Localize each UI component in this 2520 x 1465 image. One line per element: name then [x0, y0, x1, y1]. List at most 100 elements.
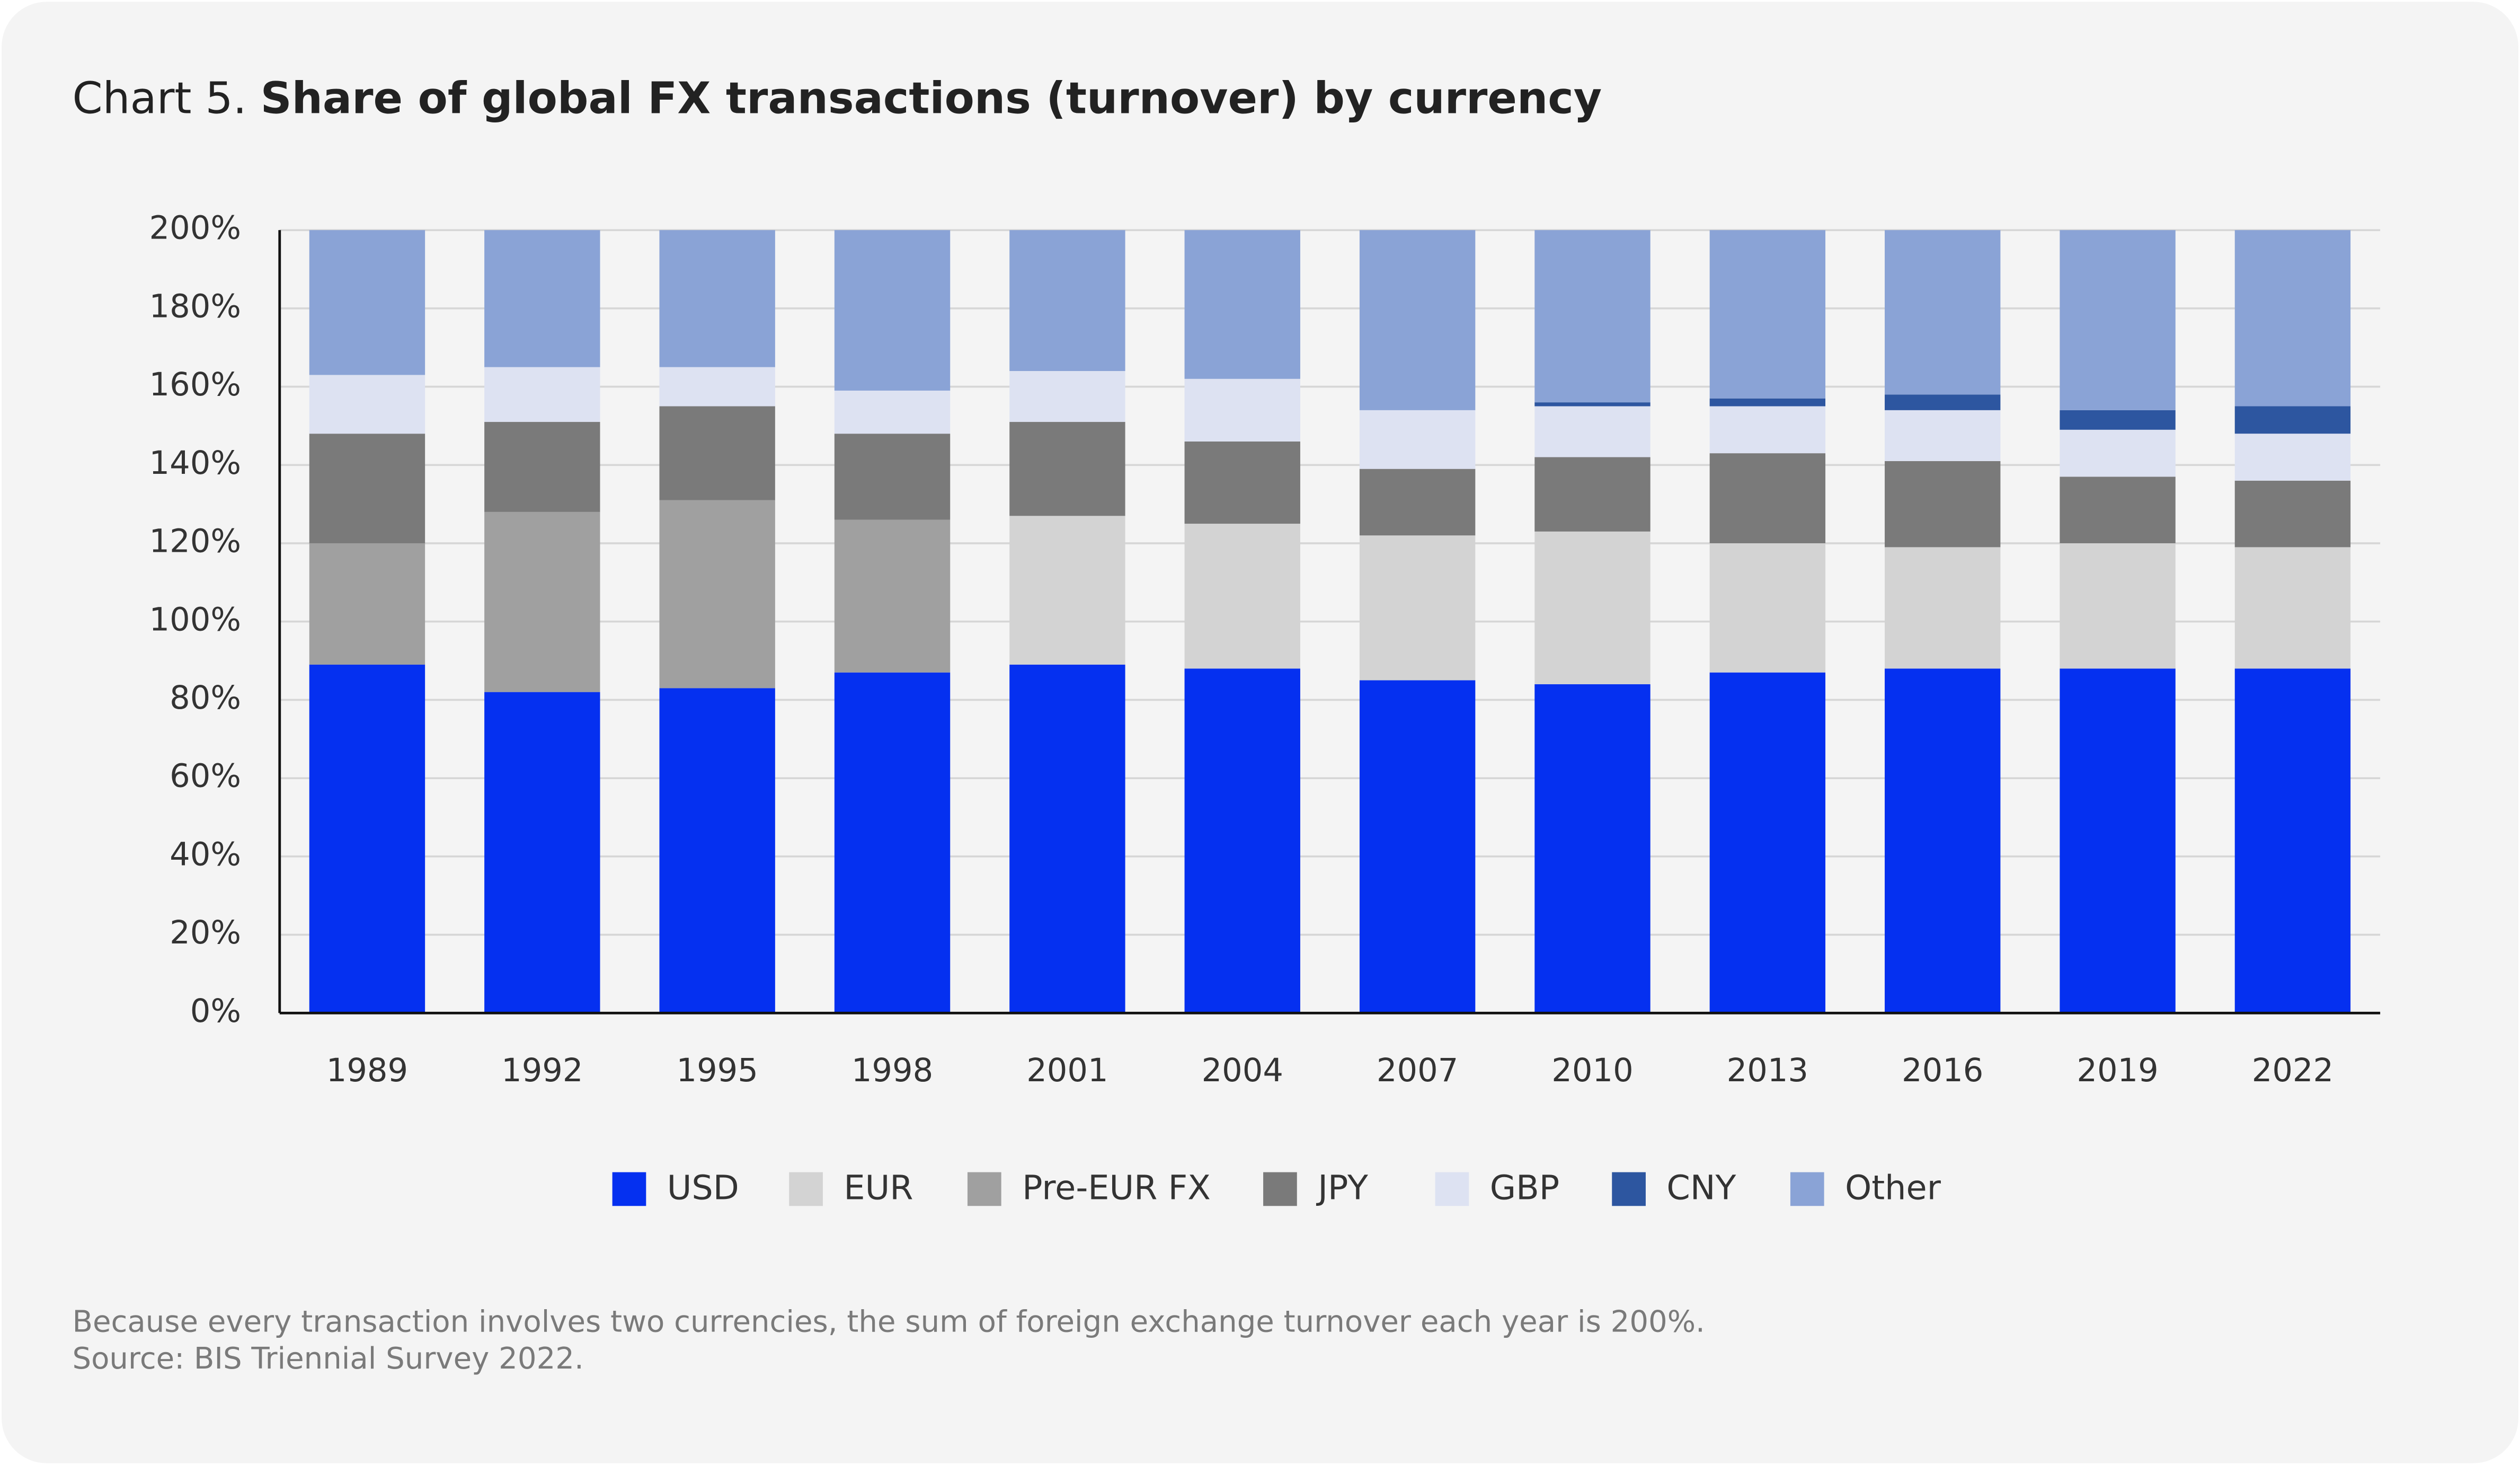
legend-label: Other	[1845, 1169, 1941, 1208]
y-tick-label: 100%	[149, 601, 241, 638]
bar-segment	[1885, 461, 2001, 548]
bar-segment	[2060, 410, 2176, 430]
bar-segment	[1009, 371, 1125, 422]
bar-segment	[484, 511, 600, 692]
bar-segment	[2234, 230, 2351, 407]
x-tick-label: 2010	[1551, 1052, 1633, 1089]
legend-swatch	[967, 1172, 1001, 1206]
bar-segment	[1885, 410, 2001, 461]
bar-segment	[309, 375, 425, 434]
legend-swatch	[1612, 1172, 1646, 1206]
bar-segment	[659, 500, 775, 689]
bar-segment	[1709, 453, 1826, 543]
bar-segment	[2060, 429, 2176, 477]
bar-segment	[1359, 230, 1476, 410]
bar-segment	[834, 390, 951, 434]
y-tick-label: 200%	[149, 210, 241, 247]
x-tick-label: 1992	[501, 1052, 583, 1089]
bar-segment	[1534, 457, 1651, 532]
x-tick-label: 2022	[2252, 1052, 2333, 1089]
x-tick-label: 2016	[1902, 1052, 1983, 1089]
y-tick-label: 80%	[170, 679, 241, 717]
bar-segment	[2234, 547, 2351, 669]
bar-segment	[834, 434, 951, 520]
bar-segment	[659, 367, 775, 407]
legend-label: Pre-EUR FX	[1022, 1169, 1211, 1208]
bar-segment	[484, 422, 600, 512]
chart-title: Chart 5. Share of global FX transactions…	[72, 74, 1602, 124]
y-tick-label: 140%	[149, 445, 241, 482]
bar-segment	[659, 406, 775, 500]
legend-label: EUR	[844, 1169, 913, 1208]
bar-segment	[1534, 406, 1651, 457]
legend-swatch	[1263, 1172, 1297, 1206]
bar-segment	[309, 543, 425, 665]
bar-segment	[834, 230, 951, 391]
legend-label: JPY	[1316, 1169, 1369, 1208]
bar-segment	[1534, 684, 1651, 1013]
bar-segment	[2234, 668, 2351, 1013]
footnote: Because every transaction involves two c…	[72, 1304, 1705, 1339]
bar-segment	[1184, 378, 1300, 442]
bar-segment	[1359, 680, 1476, 1013]
x-tick-label: 1989	[326, 1052, 408, 1089]
bar-segment	[1009, 230, 1125, 372]
bar-segment	[834, 672, 951, 1013]
y-tick-label: 0%	[190, 993, 241, 1030]
bar-segment	[834, 519, 951, 673]
bar-segment	[1009, 422, 1125, 516]
bar-segment	[309, 434, 425, 543]
y-tick-label: 40%	[170, 836, 241, 873]
bar-segment	[659, 230, 775, 367]
x-tick-label: 2004	[1202, 1052, 1283, 1089]
bar-segment	[1184, 668, 1300, 1013]
bar-segment	[1359, 535, 1476, 681]
bar-segment	[1534, 230, 1651, 403]
bar-segment	[2060, 230, 2176, 410]
bar-segment	[1184, 230, 1300, 379]
bar-segment	[1885, 230, 2001, 395]
bar-segment	[1009, 516, 1125, 665]
bar-segment	[2060, 543, 2176, 669]
bar-segment	[1009, 664, 1125, 1013]
legend-swatch	[1435, 1172, 1469, 1206]
y-tick-label: 60%	[170, 758, 241, 795]
y-tick-label: 20%	[170, 914, 241, 951]
bar-segment	[484, 367, 600, 422]
legend-label: CNY	[1666, 1169, 1736, 1208]
x-tick-label: 2019	[2077, 1052, 2158, 1089]
legend-swatch	[789, 1172, 823, 1206]
bar-segment	[2234, 434, 2351, 481]
y-tick-label: 160%	[149, 366, 241, 403]
legend-label: GBP	[1490, 1169, 1559, 1208]
bar-segment	[484, 230, 600, 367]
y-tick-label: 180%	[149, 288, 241, 325]
x-tick-label: 1998	[851, 1052, 933, 1089]
legend-swatch	[612, 1172, 646, 1206]
bar-segment	[309, 664, 425, 1013]
bar-segment	[1359, 469, 1476, 536]
bar-segment	[2060, 476, 2176, 543]
bar-segment	[1709, 672, 1826, 1013]
legend-swatch	[1790, 1172, 1824, 1206]
bar-segment	[1184, 441, 1300, 524]
bar-segment	[1534, 531, 1651, 684]
bar-segment	[1709, 406, 1826, 454]
bar-segment	[659, 688, 775, 1013]
bar-segment	[1885, 547, 2001, 669]
bar-segment	[2234, 480, 2351, 548]
bar-segment	[309, 230, 425, 375]
bar-segment	[1709, 230, 1826, 399]
chart-title-text: Share of global FX transactions (turnove…	[261, 74, 1602, 124]
bar-segment	[2234, 406, 2351, 434]
source-note: Source: BIS Triennial Survey 2022.	[72, 1342, 583, 1376]
legend-label: USD	[667, 1169, 739, 1208]
chart-label: Chart 5.	[72, 74, 246, 124]
bar-segment	[2060, 668, 2176, 1013]
x-tick-label: 2001	[1026, 1052, 1108, 1089]
x-tick-label: 1995	[676, 1052, 758, 1089]
bar-segment	[1885, 668, 2001, 1013]
bar-segment	[484, 692, 600, 1013]
x-tick-label: 2013	[1727, 1052, 1808, 1089]
